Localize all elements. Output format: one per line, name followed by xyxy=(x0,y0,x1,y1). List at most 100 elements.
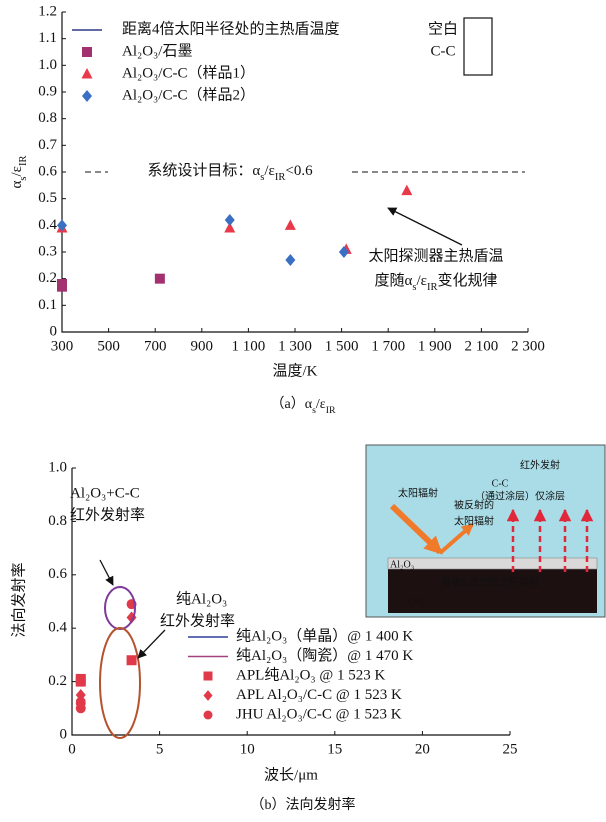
subscript: IR xyxy=(18,156,29,167)
marker-diamond xyxy=(204,690,213,701)
text-part: 度随α xyxy=(375,272,413,289)
x-tick-label: 700 xyxy=(144,338,167,354)
x-tick-label: 15 xyxy=(327,741,342,757)
legend-label: APL纯Al₂O₃ @ 1 523 K xyxy=(236,666,385,683)
curve-label: 太阳探测器主热盾温 xyxy=(368,247,503,264)
text-part: /ε xyxy=(264,163,274,179)
y-tick-label: 0.7 xyxy=(38,137,57,153)
y-tick-label: 0.3 xyxy=(38,243,57,259)
y-tick-label: 1.1 xyxy=(38,30,57,46)
legend-label: Al₂O₃/C-C（样品1） xyxy=(122,64,255,81)
x-tick-label: 25 xyxy=(503,741,518,757)
marker-square xyxy=(127,655,137,665)
text-part: 变化规律 xyxy=(437,272,497,289)
marker-square xyxy=(155,274,165,284)
caption: （a）αs/εIR xyxy=(271,396,336,416)
highlight xyxy=(100,628,140,738)
legend-label: 距离4倍太阳半径处的主热盾温度 xyxy=(122,20,340,37)
x-tick-label: 2 300 xyxy=(511,338,545,354)
inset-label: 吸收&透过的太阳辐射 xyxy=(441,575,539,588)
y-tick-label: 0.9 xyxy=(38,83,57,99)
text-part: /ε xyxy=(416,273,426,289)
y-tick-label: 1.2 xyxy=(38,3,57,19)
text-part: /ε xyxy=(316,397,326,412)
y-tick-label: 0.2 xyxy=(48,673,67,689)
annotation: Al₂O₃+C-C xyxy=(70,485,140,501)
y-tick-label: 0.4 xyxy=(48,620,67,636)
pointer xyxy=(100,560,113,585)
marker-square xyxy=(82,47,92,57)
legend-label: APL Al₂O₃/C-C @ 1 523 K xyxy=(236,687,402,703)
subscript: IR xyxy=(326,405,336,416)
y-tick-label: 0 xyxy=(60,726,68,742)
marker-circle xyxy=(76,703,86,713)
y-tick-label: 0.6 xyxy=(38,163,57,179)
x-tick-label: 1 500 xyxy=(325,338,359,354)
x-tick-label: 10 xyxy=(240,741,255,757)
x-tick-label: 900 xyxy=(191,338,214,354)
marker-triangle xyxy=(401,185,412,196)
y-axis-label: 法向发射率 xyxy=(10,562,27,637)
marker-square xyxy=(204,672,213,681)
annotation: 红外发射率 xyxy=(160,612,235,629)
y-tick-label: 0.4 xyxy=(38,217,57,233)
curve-label: 度随αs/εIR变化规律 xyxy=(375,272,498,292)
x-tick-label: 1 900 xyxy=(418,338,452,354)
y-tick-label: 0.6 xyxy=(48,566,67,582)
x-tick-label: 0 xyxy=(68,741,76,757)
y-tick-label: 0.2 xyxy=(38,270,57,286)
legend-label: 纯Al₂O₃（陶瓷）@ 1 470 K xyxy=(236,647,413,664)
y-tick-label: 1.0 xyxy=(48,459,67,475)
x-axis-label: 波长/μm xyxy=(264,766,318,783)
legend-label: JHU Al₂O₃/C-C @ 1 523 K xyxy=(236,706,402,722)
inset-label: 太阳辐射 xyxy=(398,486,438,499)
y-axis-label: αs/εIR xyxy=(9,156,28,189)
target-label: 系统设计目标：αs/εIR<0.6 xyxy=(147,162,313,182)
subscript: IR xyxy=(427,282,438,293)
x-tick-label: 5 xyxy=(156,741,164,757)
legend-label: 纯Al₂O₃（单晶）@ 1 400 K xyxy=(236,627,413,644)
marker-diamond xyxy=(225,214,235,226)
text-part: α xyxy=(9,180,25,188)
y-tick-label: 1.0 xyxy=(38,57,57,73)
x-tick-label: 1 300 xyxy=(278,338,312,354)
marker-square xyxy=(57,282,67,292)
inset-label: 红外发射 xyxy=(520,458,560,471)
curve-arrow xyxy=(388,208,462,245)
annotation: 纯Al₂O₃ xyxy=(176,590,227,607)
y-tick-label: 0 xyxy=(50,323,58,339)
marker-triangle xyxy=(82,68,93,79)
x-tick-label: 1 700 xyxy=(371,338,405,354)
inset-label: Al₂O₃ xyxy=(390,559,414,570)
marker-diamond xyxy=(285,254,295,266)
x-tick-label: 20 xyxy=(415,741,430,757)
annotation: 红外发射率 xyxy=(70,506,145,523)
y-tick-label: 0.8 xyxy=(48,513,67,529)
marker-triangle xyxy=(285,219,296,230)
blank-box xyxy=(464,18,492,75)
marker-circle xyxy=(204,711,213,720)
text-part: /ε xyxy=(9,166,25,176)
marker-square xyxy=(76,677,86,687)
x-axis-label: 温度/K xyxy=(272,362,317,379)
text-part: <0.6 xyxy=(285,163,313,179)
y-tick-label: 0.5 xyxy=(38,190,57,206)
inset-label: C-C xyxy=(408,596,425,607)
caption: （b）法向发射率 xyxy=(251,796,356,813)
marker-diamond xyxy=(82,90,92,102)
box-label: C-C xyxy=(430,43,455,59)
legend-label: Al₂O₃/石墨 xyxy=(122,43,192,59)
inset-label: （通过涂层）仅涂层 xyxy=(475,489,565,502)
x-tick-label: 1 100 xyxy=(232,338,266,354)
box-label: 空白 xyxy=(428,20,458,37)
x-tick-label: 300 xyxy=(51,338,74,354)
y-tick-label: 0.8 xyxy=(38,110,57,126)
inset-label: 太阳辐射 xyxy=(454,514,494,527)
pointer xyxy=(138,630,165,658)
text-part: （a）α xyxy=(271,396,313,412)
legend-label: Al₂O₃/C-C（样品2） xyxy=(122,86,255,103)
inset-label: C-C xyxy=(492,478,509,489)
text-part: 系统设计目标：α xyxy=(147,162,260,179)
y-tick-label: 0.1 xyxy=(38,297,57,313)
x-tick-label: 500 xyxy=(97,338,120,354)
